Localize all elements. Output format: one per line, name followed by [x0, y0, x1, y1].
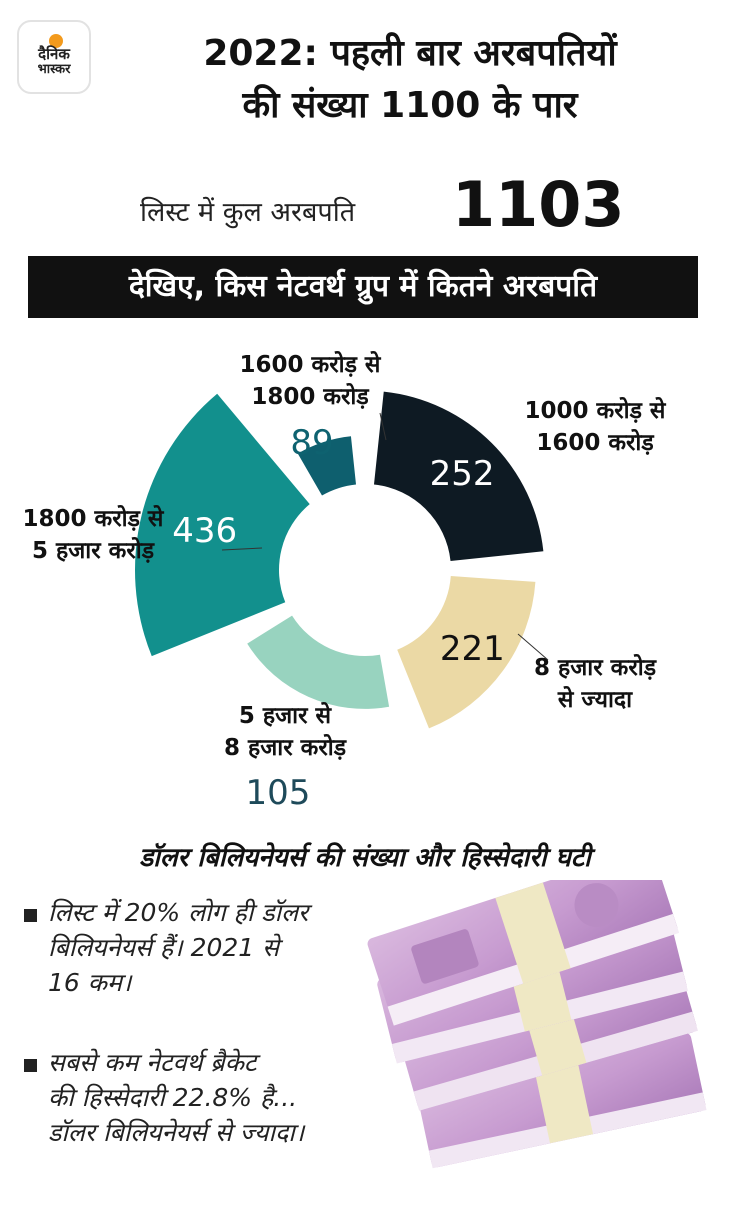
bullet-square-icon	[24, 909, 37, 922]
title-line-2: की संख्या 1100 के पार	[242, 85, 578, 126]
chart-category-label: 1000 करोड़ से	[525, 396, 667, 424]
networth-group-chart: 252 1000 करोड़ से 1600 करोड़ 221 8 हजार करोड…	[23, 350, 667, 810]
note-2-line-2: की हिस्सेदारी 22.8% है...	[48, 1083, 298, 1112]
logo-text-line1: दैनिक	[38, 45, 70, 63]
chart-slice	[135, 393, 310, 657]
chart-value-label: 436	[172, 511, 237, 551]
chart-category-label: 1600 करोड़	[536, 428, 654, 456]
dainik-bhaskar-logo: दैनिक भास्कर	[17, 20, 91, 94]
total-billionaires-label: लिस्ट में कुल अरबपति	[140, 197, 356, 228]
note-1: लिस्ट में 20% लोग ही डॉलर बिलियनेयर्स है…	[48, 895, 388, 1000]
chart-banner: देखिए, किस नेटवर्थ ग्रुप में कितने अरबपत…	[28, 256, 698, 318]
chart-category-label: 1800 करोड़	[251, 382, 369, 410]
chart-slice	[247, 615, 390, 709]
chart-category-label: 8 हजार करोड़	[534, 653, 657, 681]
note-2-line-3: डॉलर बिलियनेयर्स से ज्यादा।	[48, 1118, 305, 1147]
page-title: 2022: पहली बार अरबपतियों की संख्या 1100 …	[110, 28, 710, 132]
chart-slice	[397, 575, 536, 729]
logo-text-line2: भास्कर	[37, 62, 71, 77]
note-2-line-1: सबसे कम नेटवर्थ ब्रैकेट	[48, 1048, 257, 1077]
chart-category-label: 5 हजार करोड़	[32, 536, 155, 564]
chart-category-label: 5 हजार से	[239, 701, 333, 729]
chart-category-label: 1600 करोड़ से	[240, 350, 382, 378]
chart-leader-line	[221, 547, 263, 551]
chart-value-label: 89	[290, 423, 333, 463]
title-line-1: 2022: पहली बार अरबपतियों	[203, 33, 617, 74]
bullet-square-icon	[24, 1059, 37, 1072]
section-heading: डॉलर बिलियनेयर्स की संख्या और हिस्सेदारी…	[139, 843, 591, 873]
chart-leader-line	[379, 412, 387, 441]
chart-leader-line	[517, 633, 549, 661]
chart-value-label: 105	[246, 773, 311, 810]
note-1-line-1: लिस्ट में 20% लोग ही डॉलर	[48, 898, 309, 927]
note-1-line-3: 16 कम।	[48, 968, 132, 997]
chart-category-label: 1800 करोड़ से	[23, 504, 165, 532]
chart-category-label: 8 हजार करोड़	[224, 733, 347, 761]
note-2: सबसे कम नेटवर्थ ब्रैकेट की हिस्सेदारी 22…	[48, 1045, 428, 1150]
chart-slice	[297, 436, 357, 496]
total-billionaires-value: 1103	[452, 168, 625, 241]
logo-sun-icon	[49, 34, 63, 48]
chart-value-label: 252	[430, 454, 495, 494]
note-1-line-2: बिलियनेयर्स हैं। 2021 से	[48, 933, 280, 962]
currency-notes-stack-image	[367, 880, 707, 1169]
chart-category-label: से ज्यादा	[557, 685, 633, 713]
chart-slice	[373, 391, 544, 562]
chart-value-label: 221	[440, 629, 505, 669]
